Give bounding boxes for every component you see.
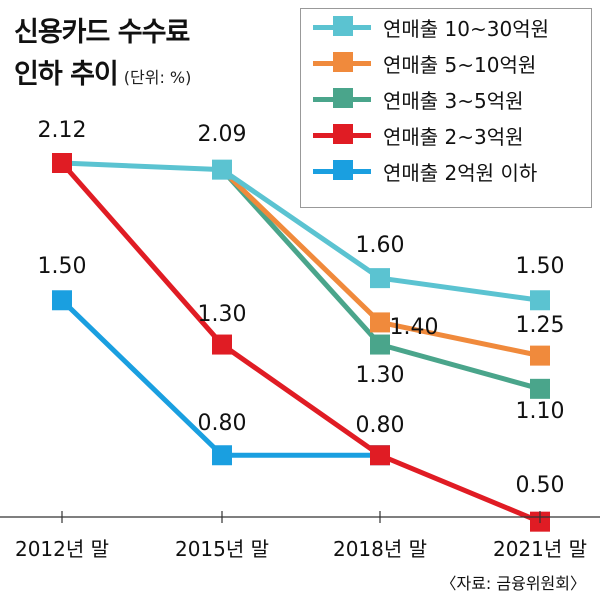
data-point [370, 312, 390, 333]
data-label: 1.25 [516, 313, 565, 338]
legend-swatch [313, 16, 371, 38]
legend-swatch [313, 88, 371, 110]
data-label: 2.09 [198, 122, 247, 147]
legend-label: 연매출 5~10억원 [383, 52, 537, 77]
data-label: 1.50 [38, 254, 87, 279]
unit-label: (단위: %) [123, 68, 192, 87]
x-tick-label: 2018년 말 [333, 537, 427, 561]
data-point [52, 290, 72, 311]
data-label: 1.10 [516, 399, 565, 424]
data-point [212, 445, 232, 466]
legend-label: 연매출 3~5억원 [383, 88, 524, 113]
legend-item: 연매출 3~5억원 [313, 81, 591, 117]
data-point [530, 378, 550, 399]
data-label: 2.12 [38, 118, 87, 143]
data-label: 0.80 [198, 411, 247, 436]
data-label: 1.60 [356, 233, 405, 258]
legend-label: 연매출 10~30억원 [383, 16, 550, 41]
source-note: 〈자료: 금융위원회〉 [440, 574, 586, 593]
series-line [60, 161, 541, 524]
legend-swatch [313, 124, 371, 146]
legend-label: 연매출 2억원 이하 [383, 160, 538, 185]
data-point [212, 334, 232, 355]
legend-item: 연매출 5~10억원 [313, 45, 591, 81]
data-label: 1.30 [356, 363, 405, 388]
x-tick-label: 2021년 말 [493, 537, 587, 561]
x-tick-label: 2015년 말 [175, 537, 269, 561]
data-label: 1.30 [198, 302, 247, 327]
legend-swatch [313, 52, 371, 74]
data-point [370, 445, 390, 466]
legend-label: 연매출 2~3억원 [383, 124, 524, 149]
data-label: 1.50 [516, 254, 565, 279]
data-point [370, 334, 390, 355]
legend-item: 연매출 2~3억원 [313, 117, 591, 153]
data-point [212, 159, 232, 180]
data-point [52, 153, 72, 173]
data-point [370, 268, 390, 289]
chart-title-line2: 인하 추이 (단위: %) [14, 59, 192, 90]
data-label: 0.80 [356, 413, 405, 438]
series-line [61, 160, 541, 303]
data-point [530, 290, 550, 311]
legend-swatch [313, 160, 371, 182]
chart-title: 신용카드 수수료 [14, 17, 190, 48]
data-point [530, 345, 550, 366]
legend-item: 연매출 2억원 이하 [313, 153, 591, 189]
data-label: 0.50 [516, 473, 565, 498]
x-tick-label: 2012년 말 [15, 537, 109, 561]
data-label: 1.40 [390, 315, 439, 340]
legend-item: 연매출 10~30억원 [313, 9, 591, 45]
